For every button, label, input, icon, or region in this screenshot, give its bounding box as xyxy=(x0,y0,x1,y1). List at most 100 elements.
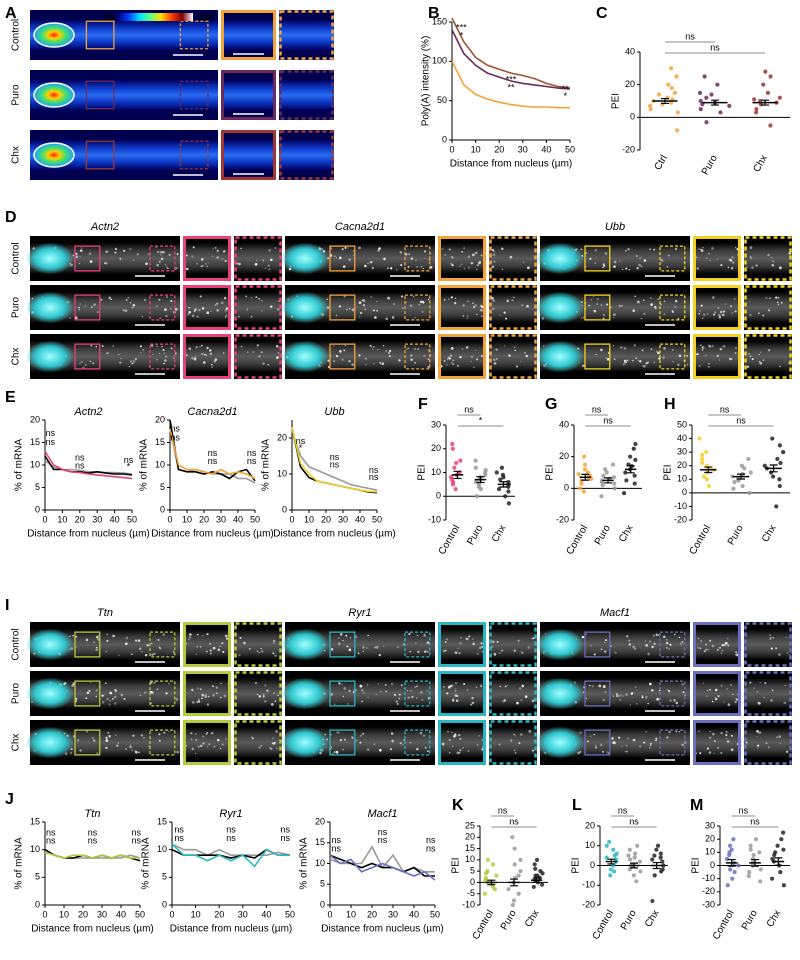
y-tick-label: 0 xyxy=(682,487,687,497)
speckle xyxy=(276,356,279,359)
x-tick-label: Chx xyxy=(617,523,635,544)
gene-name: Actn2 xyxy=(90,221,119,233)
speckle xyxy=(756,729,759,733)
speckle xyxy=(709,736,712,739)
speckle xyxy=(767,746,770,749)
x-tick-label: Puro xyxy=(619,908,639,932)
nucleus xyxy=(281,726,329,759)
speckle xyxy=(258,297,260,300)
speckle xyxy=(105,262,108,265)
data-point xyxy=(483,472,488,477)
data-point xyxy=(623,470,628,475)
speckle xyxy=(753,687,755,689)
panel-letter: E xyxy=(5,389,16,406)
speckle xyxy=(677,317,680,320)
speckle xyxy=(390,732,394,735)
data-point xyxy=(654,847,659,852)
zoom-frame xyxy=(693,671,741,716)
speckle xyxy=(120,693,124,697)
y-tick-label: 20 xyxy=(277,432,287,442)
roi-box-dashed xyxy=(149,680,176,707)
annotation: ns xyxy=(45,428,55,438)
x-tick-label: 40 xyxy=(541,144,551,154)
speckle xyxy=(449,354,453,357)
speckle xyxy=(458,652,462,655)
speckle xyxy=(450,347,454,350)
speckle xyxy=(666,736,669,739)
speckle xyxy=(472,638,474,640)
speckle xyxy=(386,267,389,270)
data-point xyxy=(655,843,661,848)
speckle xyxy=(119,257,122,260)
roi-box-dashed xyxy=(149,343,176,370)
speckle xyxy=(123,249,126,252)
speckle xyxy=(86,691,90,695)
speckle xyxy=(104,682,107,685)
speckle xyxy=(686,363,689,367)
nucleus xyxy=(536,628,584,661)
speckle xyxy=(79,303,81,305)
speckle xyxy=(80,247,83,249)
speckle xyxy=(625,267,628,270)
data-point xyxy=(758,867,763,872)
image-band xyxy=(693,677,741,710)
speckle xyxy=(475,251,478,255)
speckle xyxy=(254,262,258,266)
data-point xyxy=(494,470,499,475)
annotation: ns xyxy=(226,833,236,843)
x-tick-label: 10 xyxy=(304,514,314,524)
speckle xyxy=(383,257,386,261)
speckle xyxy=(196,315,199,318)
annotation: ns xyxy=(46,836,56,846)
y-tick-label: 25 xyxy=(465,820,475,830)
speckle xyxy=(649,742,652,745)
speckle xyxy=(375,694,378,696)
speckle xyxy=(208,642,212,646)
speckle xyxy=(201,352,204,356)
speckle xyxy=(139,345,142,348)
y-tick-label: -5 xyxy=(467,888,475,898)
speckle xyxy=(95,689,99,692)
speckle xyxy=(207,695,210,698)
speckle xyxy=(699,752,702,755)
speckle xyxy=(630,692,634,695)
speckle xyxy=(749,681,752,684)
speckle xyxy=(699,310,701,312)
speckle xyxy=(363,692,365,694)
speckle xyxy=(69,317,71,319)
speckle xyxy=(335,354,339,358)
data-point xyxy=(604,470,609,475)
speckle xyxy=(330,247,333,250)
speckle xyxy=(648,640,652,643)
speckle xyxy=(470,261,474,265)
speckle xyxy=(718,359,721,361)
series-line xyxy=(44,851,140,859)
speckle xyxy=(95,345,98,348)
speckle xyxy=(141,316,144,318)
roi-box-dashed xyxy=(149,294,176,321)
x-tick-label: 10 xyxy=(191,909,201,919)
nucleus xyxy=(26,291,74,324)
speckle xyxy=(749,256,752,258)
speckle xyxy=(471,355,473,358)
speckle xyxy=(451,362,453,364)
data-point xyxy=(511,898,517,903)
speckle xyxy=(191,314,195,318)
speckle xyxy=(206,311,210,315)
row-label: Chx xyxy=(11,348,22,366)
speckle xyxy=(339,632,343,636)
speckle xyxy=(167,682,170,685)
speckle xyxy=(90,681,92,684)
x-tick-label: Control xyxy=(437,523,463,556)
speckle xyxy=(160,257,164,261)
zoom-frame-dashed xyxy=(489,334,537,379)
annotation: ns xyxy=(208,448,218,458)
speckle xyxy=(521,304,524,307)
y-axis-label: % of mRNA xyxy=(261,439,272,492)
speckle xyxy=(632,645,636,649)
speckle xyxy=(139,694,142,697)
speckle xyxy=(749,246,753,250)
speckle xyxy=(238,315,240,318)
zoom-frame xyxy=(183,671,231,716)
speckle xyxy=(788,252,792,255)
